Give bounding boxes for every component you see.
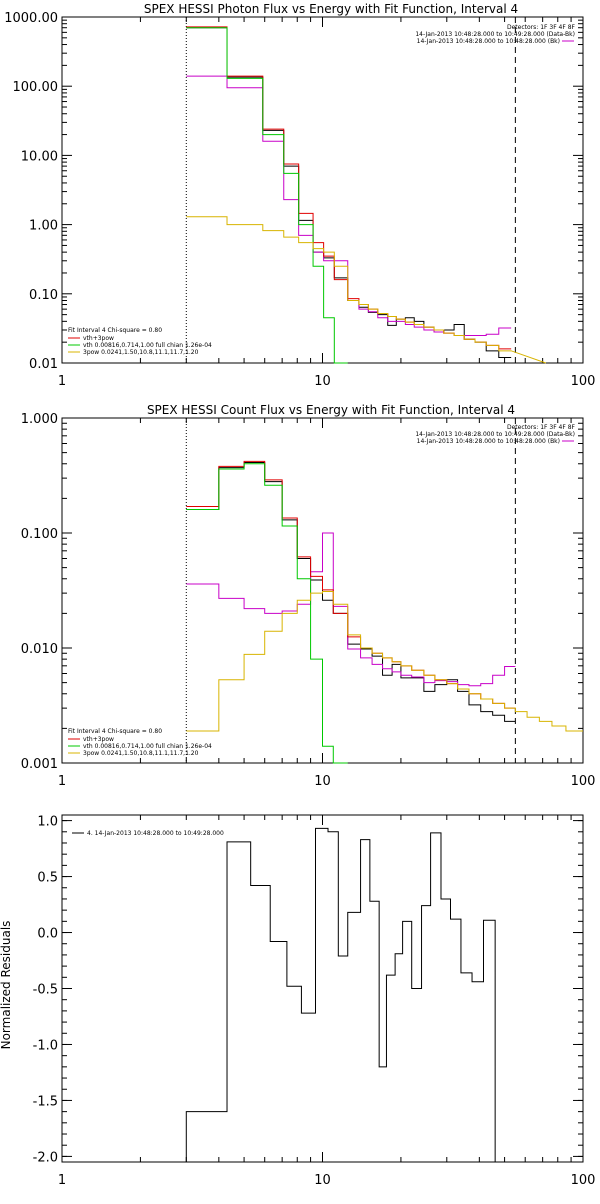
photon-flux-markers <box>185 17 516 363</box>
photon-flux-ticks: 1 10 100 0.01 0.10 1.00 10.00 100.00 1000.00 <box>4 11 595 389</box>
count-y-tick-label: 0.010 <box>21 642 58 657</box>
photon-flux-frame <box>61 16 584 364</box>
residuals-y-tick-label: 1.0 <box>37 815 58 830</box>
count-series-3pow <box>186 590 583 732</box>
residuals-x-tick-label: 100 <box>571 1173 596 1188</box>
count-series-bk <box>186 532 516 687</box>
photon-flux-panel: SPEX HESSI Photon Flux vs Energy with Fi… <box>4 2 595 389</box>
residuals-y-tick-label: 0.5 <box>37 871 58 886</box>
photon-legend-databk: 14-Jan-2013 10:48:28.000 to 10:49:28.000… <box>415 31 575 38</box>
photon-y-tick-label: 100.00 <box>13 80 59 95</box>
photon-series-data-bk <box>186 27 512 359</box>
count-flux-panel: SPEX HESSI Count Flux vs Energy with Fit… <box>21 403 596 789</box>
count-x-tick-label: 10 <box>314 774 331 789</box>
count-flux-ticks: 1 10 100 0.001 0.010 0.100 1.000 <box>21 412 596 789</box>
count-legend-fit-model: vth+3pow <box>83 736 114 743</box>
count-series-vth <box>186 463 348 764</box>
photon-legend-bk: 14-Jan-2013 10:48:28.000 to 10:48:28.000… <box>417 38 560 45</box>
photon-x-tick-label: 100 <box>571 374 596 389</box>
photon-series-vth <box>186 27 348 364</box>
residuals-y-axis-label: Normalized Residuals <box>0 921 13 1050</box>
count-legend-bk: 14-Jan-2013 10:48:28.000 to 10:48:28.000… <box>417 438 560 445</box>
residuals-y-tick-label: -1.5 <box>33 1094 58 1109</box>
count-legend-vth: vth 0.00816,0.714,1.00 full chian 1.26e-… <box>83 743 212 750</box>
photon-legend-fit-model: vth+3pow <box>83 335 114 342</box>
count-flux-title: SPEX HESSI Count Flux vs Energy with Fit… <box>147 403 515 417</box>
count-series-data-bk <box>186 462 516 722</box>
photon-x-tick-label: 10 <box>314 374 331 389</box>
count-legend-detectors: Detectors: 1F 3F 4F 8F <box>507 424 576 431</box>
photon-flux-series <box>186 26 547 364</box>
photon-legend-vth: vth 0.00816,0.714,1.00 full chian 1.26e-… <box>83 342 212 349</box>
residuals-y-tick-label: -2.0 <box>33 1150 58 1165</box>
photon-y-tick-label: 10.00 <box>21 149 58 164</box>
photon-series-bk <box>186 75 512 336</box>
residuals-series-4-14-jan-2013-10-48-28-000-to-10-49-28-000 <box>185 827 496 1162</box>
count-y-tick-label: 0.100 <box>21 527 58 542</box>
photon-legend-fit-header: Fit Interval 4 Chi-square = 0.80 <box>68 327 162 334</box>
photon-y-tick-label: 0.01 <box>29 357 58 372</box>
count-flux-legend-topright: Detectors: 1F 3F 4F 8F 14-Jan-2013 10:48… <box>415 424 575 445</box>
residuals-y-tick-label: -1.0 <box>33 1038 58 1053</box>
photon-series-3pow <box>186 216 547 364</box>
count-x-tick-label: 1 <box>58 774 66 789</box>
photon-x-tick-label: 1 <box>58 374 66 389</box>
residuals-x-tick-label: 1 <box>58 1173 66 1188</box>
photon-y-tick-label: 0.10 <box>29 288 58 303</box>
count-flux-series <box>186 460 583 764</box>
photon-flux-legend-bottomleft: Fit Interval 4 Chi-square = 0.80 vth+3po… <box>68 327 212 356</box>
photon-y-tick-label: 1000.00 <box>4 11 58 26</box>
residuals-legend: 4. 14-Jan-2013 10:48:28.000 to 10:49:28.… <box>72 830 224 837</box>
residuals-x-tick-label: 10 <box>314 1173 331 1188</box>
photon-y-tick-label: 1.00 <box>29 219 58 234</box>
photon-flux-title: SPEX HESSI Photon Flux vs Energy with Fi… <box>144 2 518 16</box>
count-flux-legend-bottomleft: Fit Interval 4 Chi-square = 0.80 vth+3po… <box>68 728 212 757</box>
residuals-ticks: 1 10 100 -2.0 -1.5 -1.0 -0.5 0.0 0.5 1.0 <box>33 815 596 1188</box>
count-flux-markers <box>185 418 516 763</box>
count-y-tick-label: 1.000 <box>21 412 58 427</box>
photon-legend-3pow: 3pow 0.0241,1.50,10.8,11.1,11.7,1.20 <box>83 349 199 356</box>
residuals-frame <box>61 814 584 1163</box>
photon-flux-legend-topright: Detectors: 1F 3F 4F 8F 14-Jan-2013 10:48… <box>415 24 575 45</box>
count-legend-fit-header: Fit Interval 4 Chi-square = 0.80 <box>68 728 162 735</box>
count-series-vth-3pow <box>186 460 516 709</box>
residuals-panel: Normalized Residuals 1 10 100 -2.0 -1.5 -1.0 -… <box>0 814 596 1188</box>
residuals-y-tick-label: 0.0 <box>37 927 58 942</box>
residuals-series <box>185 827 496 1162</box>
count-x-tick-label: 100 <box>571 774 596 789</box>
count-y-tick-label: 0.001 <box>21 757 58 772</box>
residuals-legend-label: 4. 14-Jan-2013 10:48:28.000 to 10:49:28.… <box>87 830 224 837</box>
photon-legend-detectors: Detectors: 1F 3F 4F 8F <box>507 24 576 31</box>
residuals-y-tick-label: -0.5 <box>33 983 58 998</box>
count-legend-databk: 14-Jan-2013 10:48:28.000 to 10:49:28.000… <box>415 431 575 438</box>
count-legend-3pow: 3pow 0.0241,1.50,10.8,11.1,11.7,1.20 <box>83 750 199 757</box>
